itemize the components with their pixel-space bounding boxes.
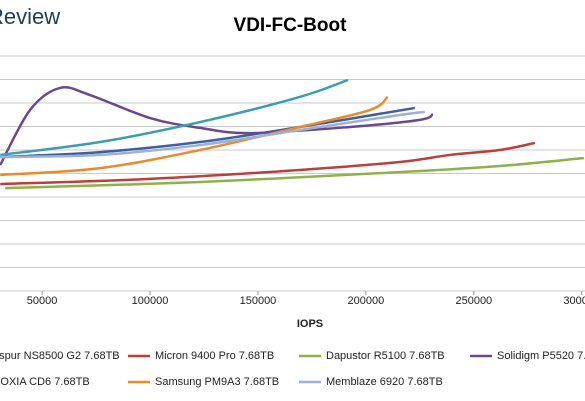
- legend-label: Micron 9400 Pro 7.68TB: [155, 350, 274, 362]
- series-line: [0, 78, 349, 157]
- legend-label: Dapustor R5100 7.68TB: [326, 350, 445, 362]
- series-line: [0, 106, 416, 159]
- x-tick-label: 100000: [132, 295, 169, 307]
- x-tick-label: 50000: [27, 295, 58, 307]
- brand: Review: [0, 4, 60, 29]
- legend-label: Solidigm P5520 7.68TB: [497, 350, 585, 362]
- legend-label: Samsung PM9A3 7.68TB: [155, 376, 279, 388]
- legend-label: Memblaze 6920 7.68TB: [326, 376, 443, 388]
- x-axis-label: IOPS: [297, 318, 323, 330]
- x-tick-label: 150000: [240, 295, 277, 307]
- legend-label: KIOXIA CD6 7.68TB: [0, 376, 90, 388]
- chart-title: VDI-FC-Boot: [234, 15, 348, 36]
- series-line: [0, 95, 389, 177]
- x-tick-label: 200000: [348, 295, 385, 307]
- x-tick-label: 300000: [563, 295, 585, 307]
- legend-label: Inspur NS8500 G2 7.68TB: [0, 350, 120, 362]
- series-line: [0, 110, 425, 159]
- series-line: [5, 156, 585, 190]
- series-line: [0, 141, 536, 186]
- x-tick-label: 250000: [455, 295, 492, 307]
